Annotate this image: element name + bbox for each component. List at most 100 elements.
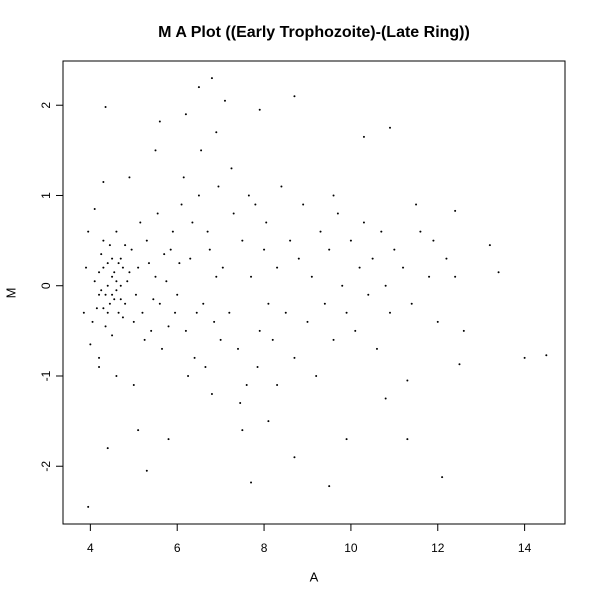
point bbox=[280, 185, 283, 188]
x-tick-label: 10 bbox=[344, 541, 358, 555]
point bbox=[102, 180, 105, 183]
point bbox=[332, 194, 335, 197]
point bbox=[111, 257, 114, 260]
point bbox=[156, 212, 159, 215]
point bbox=[119, 298, 122, 301]
point bbox=[323, 302, 326, 305]
point bbox=[85, 266, 88, 269]
point bbox=[104, 325, 107, 328]
point bbox=[328, 485, 331, 488]
point bbox=[100, 289, 103, 292]
point bbox=[462, 329, 465, 332]
point bbox=[497, 271, 500, 274]
point bbox=[213, 320, 216, 323]
point bbox=[121, 266, 124, 269]
point bbox=[98, 365, 101, 368]
point bbox=[232, 212, 235, 215]
point bbox=[293, 95, 296, 98]
point bbox=[106, 311, 109, 314]
point bbox=[126, 280, 129, 283]
y-tick-label: 1 bbox=[39, 192, 53, 199]
point bbox=[124, 244, 127, 247]
point bbox=[436, 320, 439, 323]
point bbox=[415, 203, 418, 206]
point bbox=[197, 194, 200, 197]
point bbox=[247, 194, 250, 197]
point bbox=[189, 257, 192, 260]
point bbox=[145, 469, 148, 472]
point bbox=[206, 230, 209, 233]
point bbox=[115, 374, 118, 377]
point bbox=[200, 149, 203, 152]
point bbox=[158, 302, 161, 305]
point bbox=[106, 262, 109, 265]
point bbox=[276, 384, 279, 387]
y-tick-label: -1 bbox=[39, 370, 53, 381]
point bbox=[117, 262, 120, 265]
point bbox=[145, 239, 148, 242]
point bbox=[419, 230, 422, 233]
point bbox=[362, 135, 365, 138]
point bbox=[256, 365, 259, 368]
point bbox=[167, 438, 170, 441]
point bbox=[197, 86, 200, 89]
point bbox=[115, 230, 118, 233]
point bbox=[128, 176, 131, 179]
point bbox=[263, 248, 266, 251]
point bbox=[428, 275, 431, 278]
point bbox=[161, 347, 164, 350]
point bbox=[345, 311, 348, 314]
point bbox=[169, 248, 172, 251]
point bbox=[258, 108, 261, 111]
point bbox=[208, 248, 211, 251]
x-tick-label: 6 bbox=[174, 541, 181, 555]
point bbox=[184, 113, 187, 116]
point bbox=[371, 257, 374, 260]
point bbox=[265, 221, 268, 224]
point bbox=[137, 429, 140, 432]
point bbox=[152, 298, 155, 301]
point bbox=[102, 307, 105, 310]
point bbox=[302, 203, 305, 206]
point bbox=[454, 209, 457, 212]
point bbox=[237, 347, 240, 350]
chart-title: M A Plot ((Early Trophozoite)-(Late Ring… bbox=[158, 24, 470, 41]
point bbox=[108, 244, 111, 247]
point bbox=[354, 329, 357, 332]
point bbox=[223, 99, 226, 102]
point bbox=[293, 356, 296, 359]
point bbox=[239, 402, 242, 405]
point bbox=[258, 329, 261, 332]
point bbox=[488, 244, 491, 247]
point bbox=[228, 311, 231, 314]
point bbox=[143, 338, 146, 341]
point bbox=[202, 302, 205, 305]
y-tick-label: -2 bbox=[39, 461, 53, 472]
point bbox=[91, 320, 94, 323]
point bbox=[93, 208, 96, 211]
point bbox=[241, 239, 244, 242]
x-tick-label: 14 bbox=[518, 541, 532, 555]
point bbox=[388, 126, 391, 129]
point bbox=[241, 429, 244, 432]
x-tick-label: 4 bbox=[87, 541, 94, 555]
point bbox=[375, 347, 378, 350]
point bbox=[115, 280, 118, 283]
point bbox=[104, 293, 107, 296]
point bbox=[284, 311, 287, 314]
point bbox=[336, 212, 339, 215]
point bbox=[310, 275, 313, 278]
point bbox=[154, 149, 157, 152]
point bbox=[139, 221, 142, 224]
point bbox=[102, 266, 105, 269]
point bbox=[217, 185, 220, 188]
point bbox=[178, 262, 181, 265]
point bbox=[165, 280, 168, 283]
point bbox=[195, 311, 198, 314]
point bbox=[393, 248, 396, 251]
point bbox=[406, 379, 409, 382]
point bbox=[134, 293, 137, 296]
point bbox=[454, 275, 457, 278]
